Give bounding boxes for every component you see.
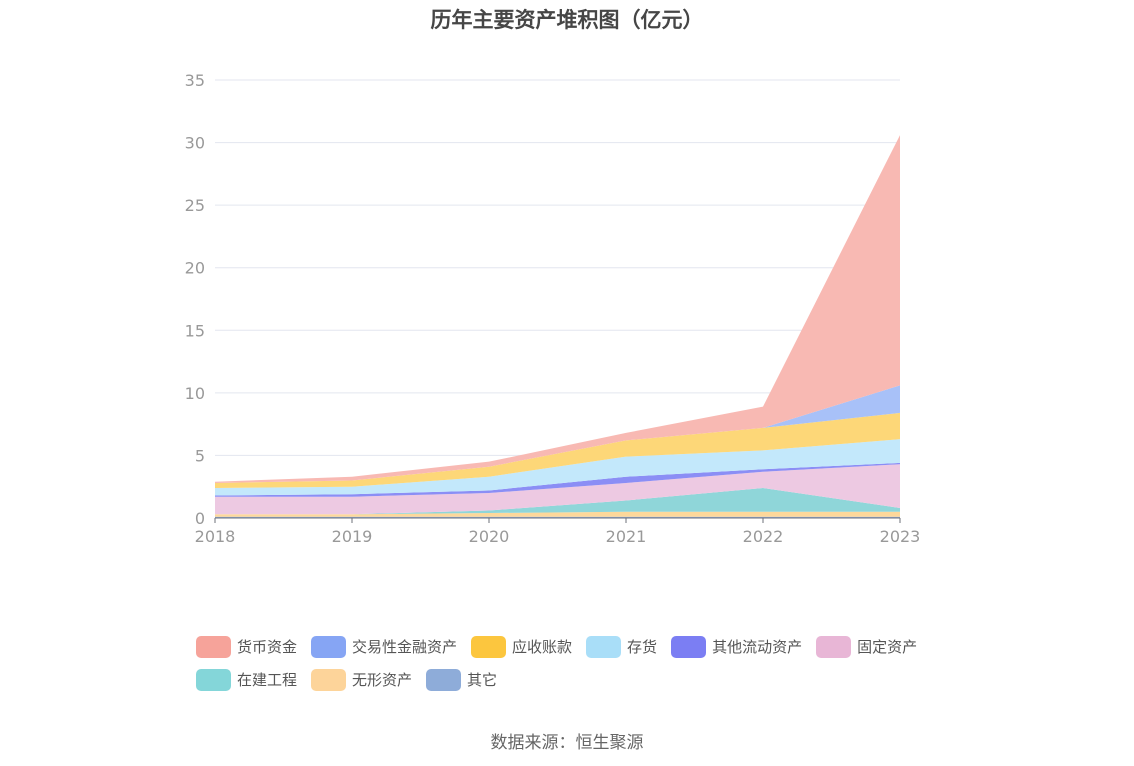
- legend-swatch: [671, 635, 707, 658]
- legend-label: 固定资产: [857, 638, 918, 656]
- legend-item[interactable]: 货币资金: [196, 635, 298, 658]
- legend-label: 交易性金融资产: [352, 638, 458, 656]
- area-无形资产: [215, 511, 900, 517]
- legend-label: 存货: [627, 638, 658, 656]
- legend-row: 在建工程 无形资产 其它: [196, 663, 956, 696]
- legend-swatch: [311, 668, 347, 691]
- legend-item[interactable]: 交易性金融资产: [311, 635, 458, 658]
- legend-swatch: [426, 668, 462, 691]
- legend-item[interactable]: 其它: [426, 668, 498, 691]
- area-在建工程: [215, 487, 900, 515]
- x-tick-label: 2020: [469, 527, 510, 546]
- y-tick-label: 5: [195, 446, 205, 465]
- area-其他流动资产: [215, 462, 900, 497]
- legend-swatch: [196, 635, 231, 658]
- area-存货: [215, 439, 900, 496]
- legend-label: 货币资金: [237, 638, 298, 656]
- grid-lines: [215, 79, 900, 456]
- legend-item[interactable]: 存货: [586, 635, 658, 658]
- legend-item[interactable]: 其他流动资产: [671, 635, 803, 658]
- y-tick-label: 25: [185, 196, 205, 215]
- legend-item[interactable]: 应收账款: [471, 635, 573, 658]
- area-series: [215, 135, 900, 518]
- legend-item[interactable]: 固定资产: [816, 635, 918, 658]
- legend-label: 无形资产: [352, 671, 413, 689]
- x-tick-label: 2019: [332, 527, 373, 546]
- legend-swatch: [816, 635, 852, 658]
- legend-swatch: [196, 668, 231, 691]
- area-固定资产: [215, 464, 900, 515]
- x-tick-label: 2018: [195, 527, 236, 546]
- legend: 货币资金 交易性金融资产 应收账款 存货 其他流动资产 固定资产在建工程 无形资产 其它: [196, 630, 956, 696]
- y-tick-label: 20: [185, 259, 205, 278]
- x-tick-label: 2021: [606, 527, 647, 546]
- legend-label: 其它: [467, 671, 498, 689]
- x-tick-label: 2022: [743, 527, 784, 546]
- legend-label: 在建工程: [237, 671, 298, 689]
- y-tick-label: 35: [185, 71, 205, 90]
- y-tick-label: 10: [185, 384, 205, 403]
- legend-item[interactable]: 在建工程: [196, 668, 298, 691]
- legend-swatch: [586, 635, 622, 658]
- chart-title: 历年主要资产堆积图（亿元）: [430, 8, 704, 32]
- legend-row: 货币资金 交易性金融资产 应收账款 存货 其他流动资产 固定资产: [196, 630, 956, 663]
- y-tick-label: 15: [185, 321, 205, 340]
- y-tick-label: 30: [185, 134, 205, 153]
- legend-label: 其他流动资产: [712, 638, 803, 656]
- area-应收账款: [215, 412, 900, 488]
- x-tick-label: 2023: [880, 527, 921, 546]
- legend-swatch: [311, 635, 347, 658]
- legend-label: 应收账款: [512, 638, 573, 656]
- y-tick-label: 0: [195, 509, 205, 528]
- source-note: 数据来源：恒生聚源: [490, 733, 644, 753]
- legend-item[interactable]: 无形资产: [311, 668, 413, 691]
- axes: 0 5 10 15 20 25 30 35 2018 2019 2020 2021 2022 2023: [185, 71, 921, 546]
- legend-swatch: [471, 635, 507, 658]
